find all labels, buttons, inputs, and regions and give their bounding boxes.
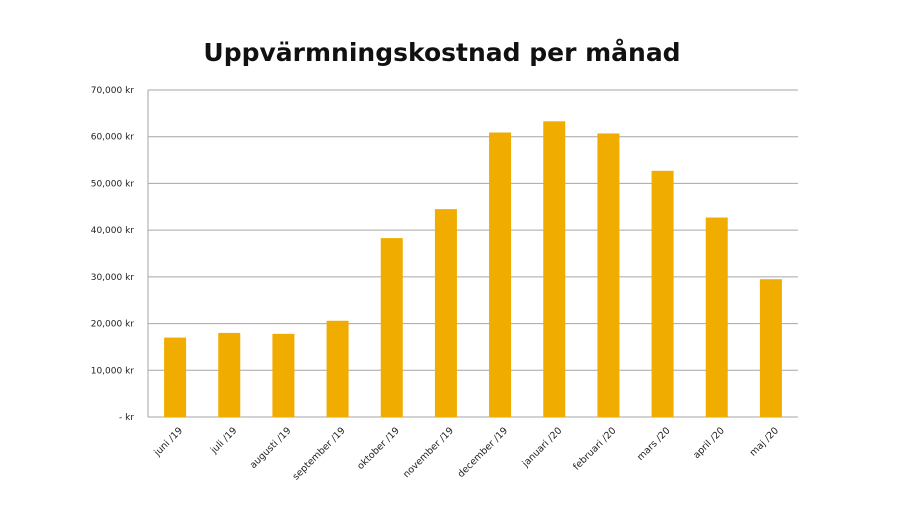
x-category-label: maj /20 — [748, 425, 781, 458]
bar — [434, 209, 457, 417]
y-tick-label: 10,000 kr — [91, 366, 135, 376]
bar — [218, 332, 241, 417]
y-tick-label: - kr — [119, 413, 134, 423]
bar — [380, 238, 403, 417]
bar — [164, 337, 187, 417]
y-tick-label: 20,000 kr — [91, 320, 135, 330]
bars — [164, 121, 782, 418]
x-category-label: mars /20 — [635, 425, 673, 463]
x-category-label: augusti /19 — [248, 425, 294, 471]
x-category-label: december /19 — [456, 425, 511, 480]
bar — [597, 133, 620, 418]
x-category-label: november /19 — [401, 425, 456, 480]
y-tick-label: 50,000 kr — [91, 179, 135, 189]
bar — [759, 279, 782, 417]
bar — [543, 121, 566, 417]
y-tick-label: 30,000 kr — [91, 273, 135, 283]
x-category-label: oktober /19 — [355, 425, 402, 472]
x-category-label: januari /20 — [520, 425, 565, 470]
gridlines — [147, 89, 798, 418]
bar — [705, 217, 728, 417]
chart-title: Uppvärmningskostnad per månad — [203, 38, 681, 67]
x-category-label: september /19 — [291, 425, 348, 482]
y-tick-label: 70,000 kr — [91, 86, 135, 96]
bar — [326, 320, 349, 417]
x-category-label: februari /20 — [571, 425, 618, 472]
bar — [272, 333, 295, 417]
x-category-label: april /20 — [691, 425, 727, 461]
bar — [651, 170, 674, 417]
x-category-label: juni /19 — [152, 425, 186, 459]
bar — [489, 132, 512, 417]
x-category-label: juli /19 — [208, 425, 239, 456]
y-tick-label: 40,000 kr — [91, 226, 135, 236]
y-tick-label: 60,000 kr — [91, 133, 135, 143]
y-axis-tick-labels: - kr 10,000 kr 20,000 kr 30,000 kr 40,000 kr… — [91, 86, 135, 423]
